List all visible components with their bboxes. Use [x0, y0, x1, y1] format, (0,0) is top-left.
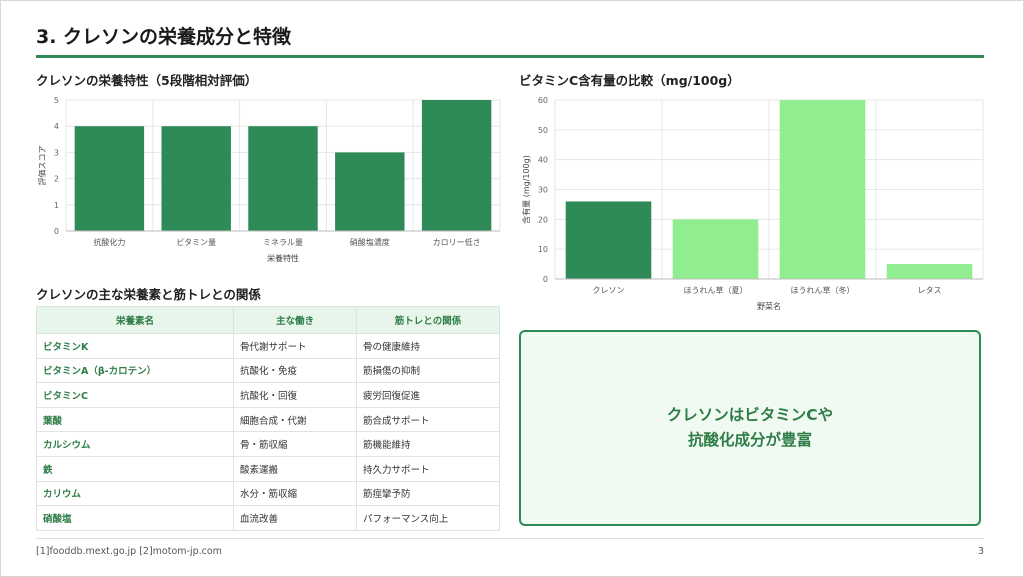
cell-training: 持久力サポート	[356, 455, 500, 482]
cell-function: 血流改善	[233, 505, 357, 531]
y-tick-label: 5	[54, 96, 59, 105]
x-tick-label: レタス	[918, 286, 942, 295]
cell-nutrient: 葉酸	[36, 406, 234, 433]
cell-function: 抗酸化・免疫	[233, 357, 357, 384]
bar	[672, 219, 759, 279]
y-tick-label: 2	[54, 175, 59, 184]
callout-line2: 抗酸化成分が豊富	[687, 431, 812, 449]
x-tick-label: 抗酸化力	[93, 237, 125, 247]
x-tick-label: クレソン	[593, 286, 625, 295]
table-row: 鉄酸素運搬 持久力サポート	[36, 455, 500, 482]
cell-training: 疲労回復促進	[356, 382, 500, 408]
table-row: ビタミンC 抗酸化・回復 疲労回復促進	[36, 382, 500, 408]
y-axis-title: 評価スコア	[37, 146, 47, 186]
vitamin-c-chart: 0 10 20 30 40 50 60 クレソン ほうれん草（夏） ほうれん草（冬） レタス野菜名 含…	[519, 88, 985, 320]
bar	[74, 126, 145, 231]
y-tick-label: 60	[538, 96, 548, 105]
nutrition-rating-chart: 0 1 2 3 4 5 抗酸化力 ビタミン量 ミネラル量 硝酸塩濃度 カロリー低さ栄養特性 評価スコア	[36, 88, 504, 270]
y-tick-label: 50	[538, 126, 548, 135]
x-tick-label: カロリー低さ	[433, 237, 481, 247]
cell-training: 筋痙攣予防	[356, 480, 500, 507]
summary-callout: クレソンはビタミンCや 抗酸化成分が豊富	[519, 330, 981, 526]
x-tick-label: ほうれん草（夏）	[684, 285, 748, 295]
cell-training: 筋機能維持	[356, 431, 500, 457]
table-row: ビタミンK 骨代謝サポート 骨の健康維持	[36, 333, 500, 359]
bar	[886, 264, 973, 279]
table-row: ビタミンA（β-カロテン） 抗酸化・免疫 筋損傷の抑制	[36, 357, 500, 384]
slide-title: 3. クレソンの栄養成分と特徴	[36, 26, 292, 48]
header-function: 主な働き	[233, 306, 357, 334]
x-axis-title: 栄養特性	[267, 253, 299, 263]
y-tick-label: 20	[538, 215, 548, 224]
y-tick-label: 1	[54, 201, 59, 210]
cell-function: 細胞合成・代謝	[233, 406, 357, 433]
table-row: 硝酸塩 血流改善 パフォーマンス向上	[36, 505, 500, 531]
y-tick-label: 0	[54, 227, 59, 236]
y-tick-label: 3	[54, 148, 59, 157]
bar	[248, 126, 318, 231]
page-number: 3	[977, 546, 984, 557]
footer-sources: [1]fooddb.mext.go.jp [2]motom-jp.com	[36, 546, 222, 557]
cell-nutrient: ビタミンK	[36, 333, 234, 359]
x-tick-label: ビタミン量	[176, 238, 216, 247]
bar	[335, 152, 405, 231]
table-header-row: 栄養素名 主な働き 筋トレとの関係	[36, 306, 500, 334]
x-tick-label: 硝酸塩濃度	[350, 237, 390, 247]
chart1-title: クレソンの栄養特性（5段階相対評価）	[36, 73, 258, 88]
y-tick-label: 4	[54, 122, 59, 131]
nutrient-table: 栄養素名 主な働き 筋トレとの関係 ビタミンK 骨代謝サポート 骨の健康維持 ビタミン…	[36, 306, 500, 531]
chart2-title: ビタミンC含有量の比較（mg/100g）	[519, 73, 740, 88]
cell-nutrient: カリウム	[36, 480, 234, 507]
cell-nutrient: 鉄	[36, 455, 234, 482]
cell-nutrient: ビタミンC	[36, 382, 234, 408]
bar	[161, 126, 231, 231]
cell-nutrient: 硝酸塩	[36, 505, 234, 531]
y-axis-title: 含有量 (mg/100g)	[521, 155, 531, 224]
x-tick-label: ミネラル量	[263, 238, 303, 247]
bar	[565, 201, 652, 279]
cell-nutrient: ビタミンA（β-カロテン）	[36, 357, 234, 384]
table-row: カルシウム 骨・筋収縮 筋機能維持	[36, 431, 500, 457]
table-row: カリウム 水分・筋収縮 筋痙攣予防	[36, 480, 500, 507]
y-tick-label: 10	[538, 245, 548, 254]
cell-training: 筋損傷の抑制	[356, 357, 500, 384]
footer-divider	[36, 538, 984, 539]
cell-function: 骨・筋収縮	[233, 431, 357, 457]
header-training: 筋トレとの関係	[356, 306, 500, 334]
cell-training: パフォーマンス向上	[356, 505, 500, 531]
x-axis-title: 野菜名	[757, 301, 781, 311]
bar	[779, 100, 866, 279]
bar	[421, 100, 492, 231]
cell-training: 骨の健康維持	[356, 333, 500, 359]
y-tick-label: 40	[538, 156, 548, 165]
cell-nutrient: カルシウム	[36, 431, 234, 457]
title-divider	[36, 55, 984, 58]
callout-line1: クレソンはビタミンCや	[666, 406, 834, 424]
cell-training: 筋合成サポート	[356, 406, 500, 433]
cell-function: 抗酸化・回復	[233, 382, 357, 408]
table-title: クレソンの主な栄養素と筋トレとの関係	[36, 287, 261, 302]
x-tick-label: ほうれん草（冬）	[791, 285, 855, 295]
y-tick-label: 0	[543, 275, 548, 284]
cell-function: 酸素運搬	[233, 455, 357, 482]
table-row: 葉酸 細胞合成・代謝 筋合成サポート	[36, 406, 500, 433]
cell-function: 骨代謝サポート	[233, 333, 357, 359]
header-nutrient: 栄養素名	[36, 306, 234, 334]
y-tick-label: 30	[538, 186, 548, 195]
cell-function: 水分・筋収縮	[233, 480, 357, 507]
